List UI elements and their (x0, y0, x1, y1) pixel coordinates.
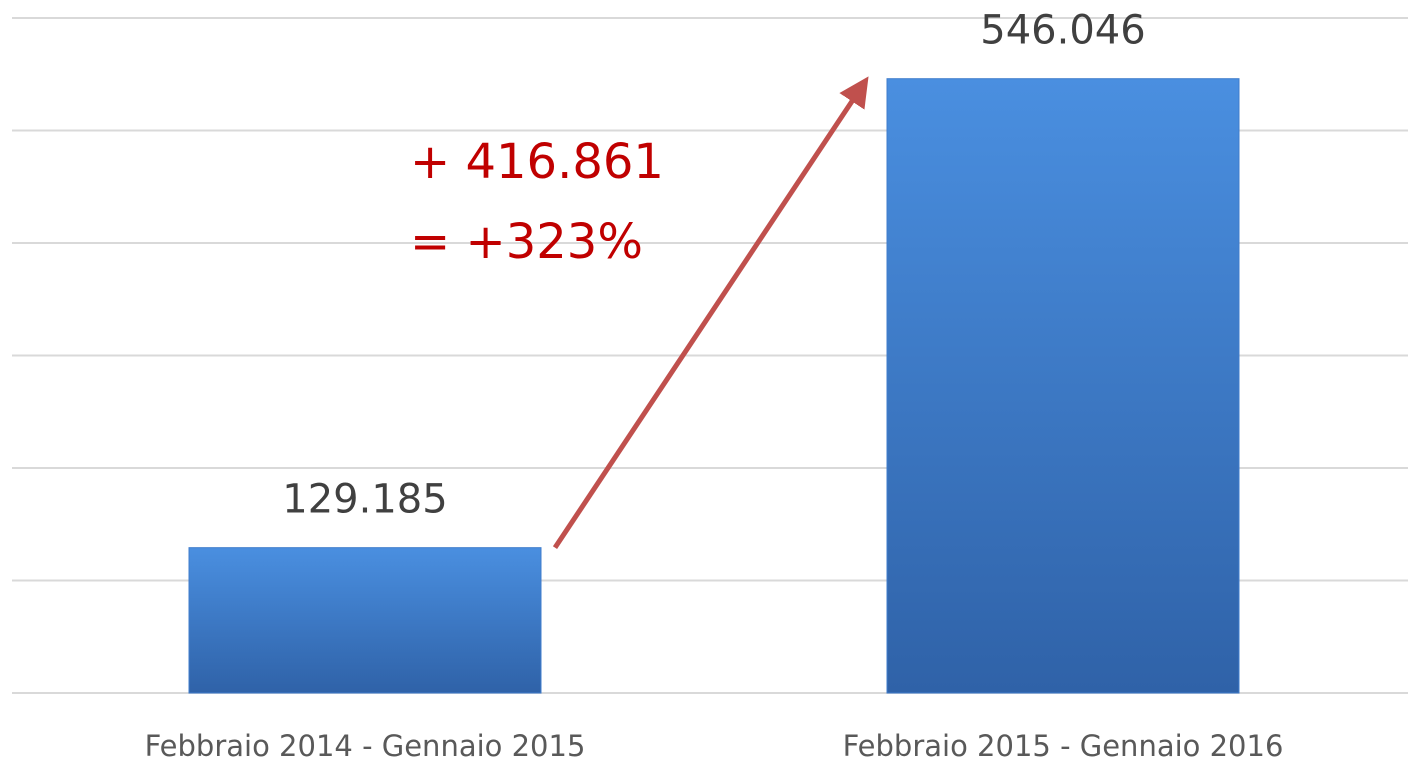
bar (886, 78, 1240, 694)
bar (188, 547, 542, 694)
annotation: = +323% (410, 214, 643, 270)
x-tick-label: Febbraio 2014 - Gennaio 2015 (145, 729, 586, 763)
data-label: 129.185 (282, 477, 447, 523)
annotation: + 416.861 (410, 134, 664, 190)
data-label: 546.046 (980, 8, 1145, 54)
x-tick-label: Febbraio 2015 - Gennaio 2016 (843, 729, 1284, 763)
arrow (552, 76, 869, 550)
